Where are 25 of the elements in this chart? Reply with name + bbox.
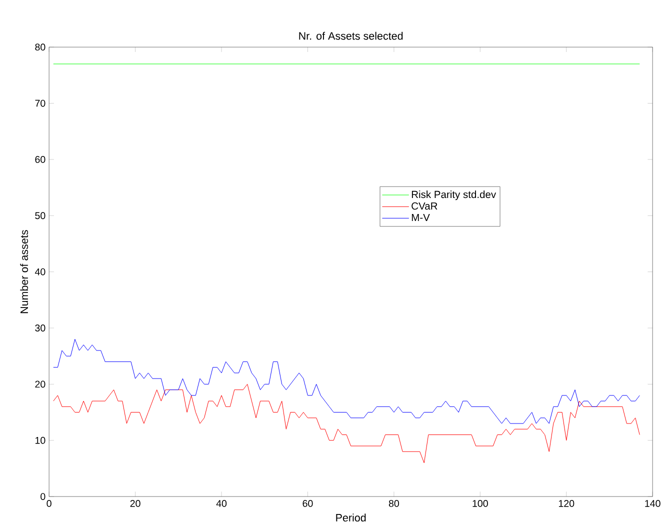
x-tick-label: 140 — [645, 500, 660, 507]
x-axis-title: Period — [336, 514, 366, 522]
y-tick-label: 20 — [35, 380, 46, 388]
line-series — [53, 384, 640, 464]
y-axis-title: Number of assets — [20, 230, 28, 314]
legend-label: CVaR — [412, 202, 438, 210]
x-tick-label: 40 — [216, 500, 227, 507]
x-tick-label: 60 — [302, 500, 313, 507]
y-tick-label: 30 — [35, 324, 46, 332]
x-tick-label: 120 — [558, 500, 574, 507]
y-tick-label: 80 — [35, 44, 46, 51]
x-tick-label: 100 — [472, 500, 488, 507]
legend-label: M-V — [412, 214, 430, 222]
chart-title: Nr. of Assets selected — [299, 32, 403, 40]
y-tick-label: 70 — [35, 100, 46, 107]
legend-label: Risk Parity std.dev — [412, 190, 496, 200]
line-series — [53, 339, 640, 424]
y-tick-label: 50 — [35, 212, 46, 220]
y-tick-label: 0 — [40, 493, 46, 500]
x-tick-label: 0 — [46, 500, 52, 507]
y-tick-label: 40 — [34, 268, 46, 276]
x-tick-label: 80 — [388, 500, 399, 507]
y-tick-label: 10 — [35, 436, 46, 444]
y-tick-label: 60 — [35, 156, 46, 163]
x-tick-label: 20 — [130, 500, 140, 507]
